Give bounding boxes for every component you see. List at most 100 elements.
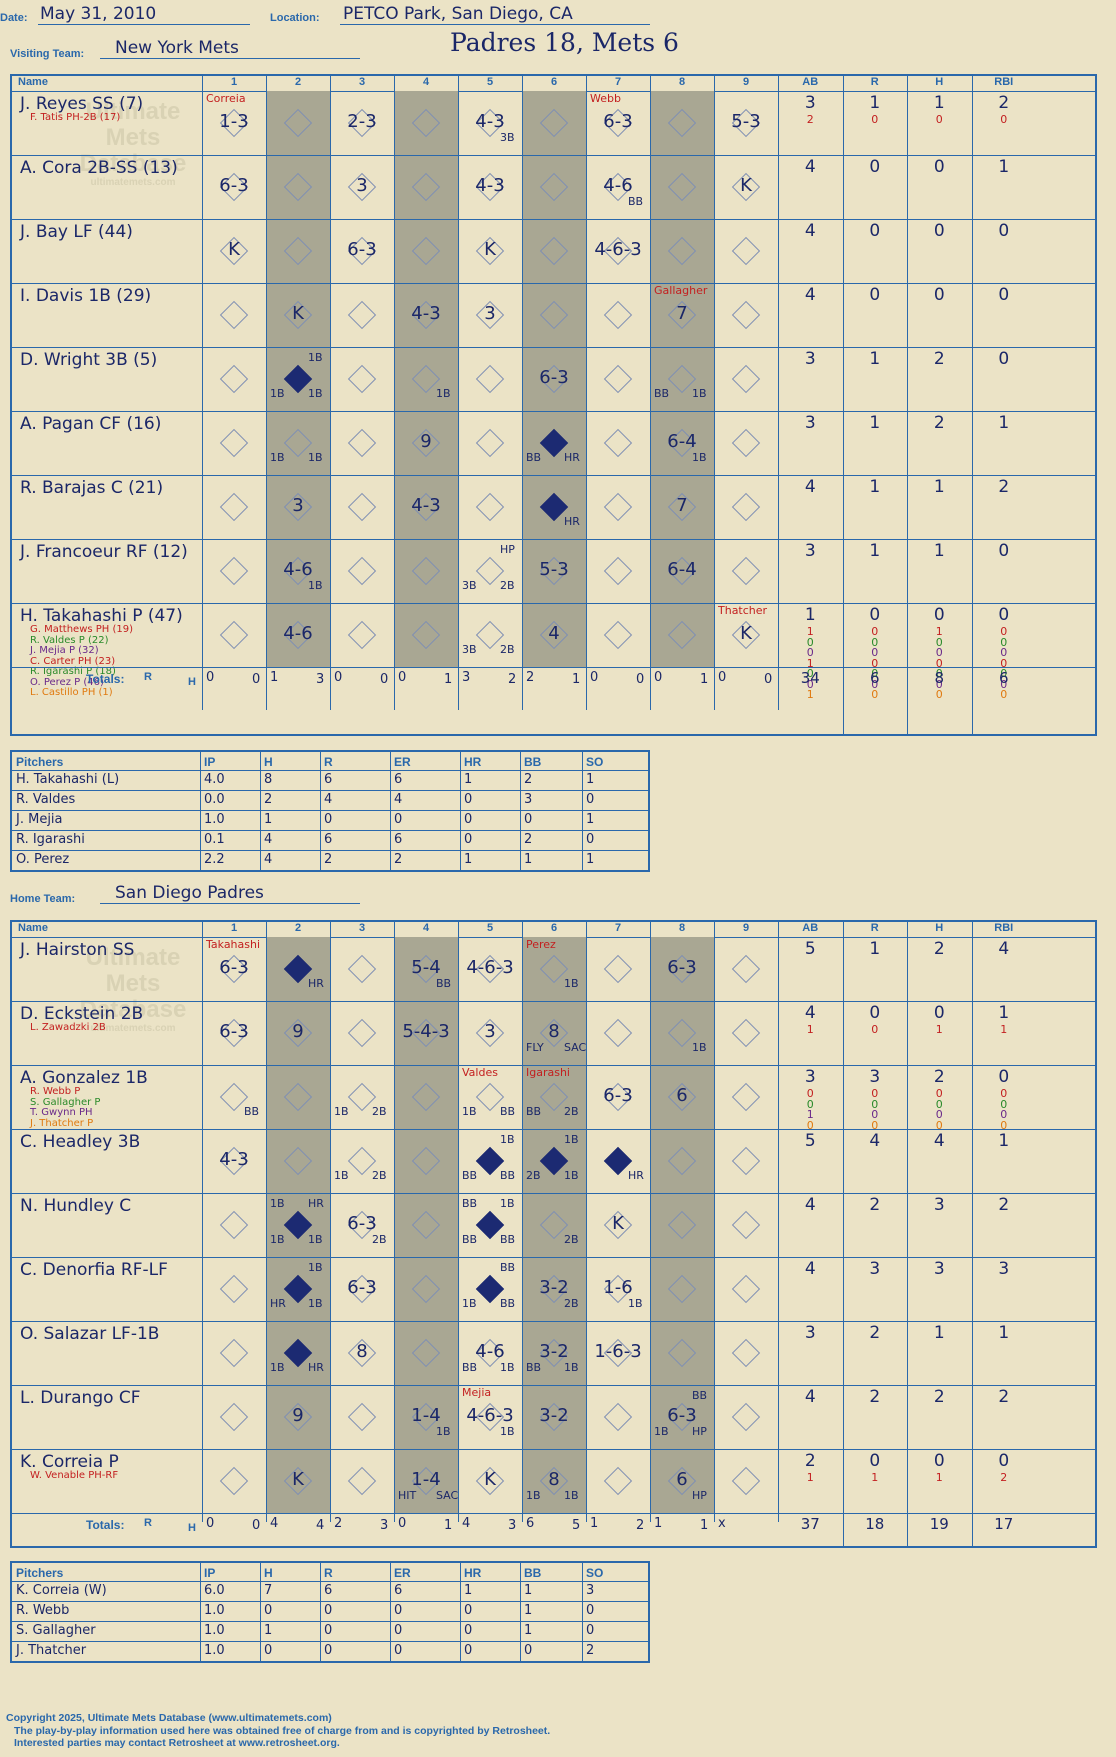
home-base-diamond bbox=[731, 1146, 761, 1176]
home-play-result: 4-6-3 bbox=[462, 1405, 518, 1426]
home-play-note: HR bbox=[308, 1197, 324, 1210]
play-code: K bbox=[484, 1469, 496, 1490]
home-play-note: HR bbox=[308, 977, 324, 990]
home_pitchers-pitcher-row: K. Correia (W) 6.0 7 6 6 1 1 3 bbox=[12, 1581, 648, 1602]
home-sub-stat: 1 bbox=[806, 1471, 814, 1484]
home-batter-stat: 2 bbox=[933, 1067, 945, 1087]
home-play-result: 9 bbox=[270, 1405, 326, 1426]
home_pitchers-cell: R. Webb bbox=[16, 1603, 70, 1618]
home-header-inning: 6 bbox=[550, 922, 558, 934]
home-play-result: 1-4 bbox=[398, 1469, 454, 1490]
home-play-result: K bbox=[462, 1469, 518, 1490]
visitors-batter-name: A. Cora 2B-SS (13) bbox=[20, 158, 178, 178]
visitors-base-diamond bbox=[539, 300, 569, 330]
visitor_pitchers-col-divider bbox=[460, 752, 461, 870]
home-col-divider bbox=[650, 922, 651, 1522]
visitor_pitchers-cell: 2 bbox=[524, 832, 533, 847]
visitors-inning-hits: 0 bbox=[636, 672, 645, 687]
visitors-inning-hits: 0 bbox=[764, 672, 773, 687]
home-inning-runs: 6 bbox=[526, 1516, 535, 1531]
visitors-batter-name: J. Francoeur RF (12) bbox=[20, 542, 188, 562]
home-pitcher-change-note: Igarashi bbox=[526, 1066, 570, 1079]
home-play-note: 2B bbox=[372, 1105, 387, 1118]
home-base-diamond bbox=[219, 1210, 249, 1240]
visitors-total-stat: 6 bbox=[869, 669, 880, 687]
home-batter-stat: 1 bbox=[998, 1131, 1010, 1151]
visitors-sub-stat: 0 bbox=[871, 625, 879, 638]
home-col-divider bbox=[266, 922, 267, 1522]
visitors-play-result: 4-6 bbox=[590, 175, 646, 196]
home-col-divider bbox=[394, 922, 395, 1522]
home-batter-row: O. Salazar LF-1B HR 1B 8 4-6 1B BB 3-2 1B BB 1-6-3… bbox=[12, 1321, 1095, 1386]
home-batter-stat: 2 bbox=[869, 1195, 881, 1215]
visitors-watermark-line1: Ultimate bbox=[85, 98, 181, 125]
visitors-batter-stat: 0 bbox=[933, 605, 945, 625]
visitor_pitchers-cell: 6 bbox=[324, 832, 333, 847]
visitors-play-note: 1B bbox=[308, 351, 323, 364]
visitors-inning-runs: 3 bbox=[462, 670, 471, 685]
visitors-play-result: 6-3 bbox=[590, 111, 646, 132]
home-batter-stat: 4 bbox=[804, 1003, 816, 1023]
play-code: 5-3 bbox=[539, 559, 569, 580]
visitors-batter-row: D. Wright 3B (5) 1B 1B 1B 1B 6-3 1B BB 3 1 2 0 bbox=[12, 347, 1095, 412]
visitors-stat-divider bbox=[842, 76, 844, 734]
visitors-play-result: 6-3 bbox=[206, 175, 262, 196]
visitors-play-result: 6-4 bbox=[654, 431, 710, 452]
visitors-batter-stat: 4 bbox=[804, 221, 816, 241]
visitor_pitchers-cell: 1 bbox=[464, 852, 473, 867]
visitors-sub-stat: 0 bbox=[935, 635, 943, 649]
home-team-label: Home Team: bbox=[10, 893, 76, 905]
home_pitchers-col-divider bbox=[390, 1563, 391, 1661]
home-batter-row: A. Gonzalez 1B R. Webb P S. Gallagher P T. … bbox=[12, 1065, 1095, 1130]
visitors-base-diamond bbox=[219, 620, 249, 650]
visitors-header-inning: 5 bbox=[486, 76, 494, 88]
visitor_pitchers-pitcher-row: O. Perez 2.2 4 2 2 1 1 1 bbox=[12, 850, 648, 871]
home-header-inning: 5 bbox=[486, 922, 494, 934]
home-inning-hits: 1 bbox=[700, 1518, 709, 1533]
visitors-sub-stat: 0 bbox=[806, 667, 814, 680]
visitor_pitchers-cell: R. Valdes bbox=[16, 792, 76, 807]
home-sub-stat: 0 bbox=[1000, 1118, 1008, 1132]
play-code: 9 bbox=[420, 431, 432, 452]
visitors-play-result: 4-6-3 bbox=[590, 239, 646, 260]
visitor_pitchers-cell: 6 bbox=[324, 772, 333, 787]
home-play-note: FLY bbox=[526, 1041, 544, 1054]
home-batter-stat: 2 bbox=[869, 1323, 881, 1343]
home_pitchers-cell: 1 bbox=[524, 1583, 533, 1598]
home-base-diamond bbox=[411, 1146, 441, 1176]
home-sub-stat: 0 bbox=[806, 1097, 814, 1111]
home_pitchers-header-cell: BB bbox=[524, 1566, 542, 1580]
home-batter-stat: 2 bbox=[933, 1387, 945, 1407]
home_pitchers-cell: 0 bbox=[464, 1643, 473, 1658]
home-sub-stat: 0 bbox=[1000, 1108, 1008, 1121]
play-code: 6-3 bbox=[347, 1277, 377, 1298]
home-base-diamond bbox=[411, 1210, 441, 1240]
visitors-sub-stat: 0 bbox=[871, 646, 879, 659]
home-inning-hits: 3 bbox=[380, 1518, 389, 1533]
visitor_pitchers-col-divider bbox=[520, 752, 521, 870]
visitors-play-result: 4-3 bbox=[398, 303, 454, 324]
visitors-base-diamond bbox=[283, 108, 313, 138]
location-label: Location: bbox=[270, 12, 320, 24]
play-code: 9 bbox=[292, 1405, 304, 1426]
home_pitchers-col-divider bbox=[320, 1563, 321, 1661]
visitors-batter-name: J. Bay LF (44) bbox=[20, 222, 133, 242]
visitor_pitchers-cell: H. Takahashi (L) bbox=[16, 772, 120, 787]
home-base-diamond bbox=[219, 1274, 249, 1304]
home-pitchers-table: Pitchers IP H R ER HR BB SO K. Correia (W) 6.0 7 6 6… bbox=[10, 1561, 650, 1663]
visitors-play-result: 6-3 bbox=[334, 239, 390, 260]
home-sub-stat: 0 bbox=[935, 1118, 943, 1132]
visitor_pitchers-cell: 1 bbox=[264, 812, 273, 827]
home-header-inning: 2 bbox=[294, 922, 302, 934]
home-stat-divider bbox=[842, 922, 844, 1546]
play-code: 4-3 bbox=[219, 1149, 249, 1170]
visitors-header-inning: 3 bbox=[358, 76, 366, 88]
visitors-base-diamond bbox=[731, 300, 761, 330]
home-watermark: Ultimate Mets Database ultimatemets.com bbox=[58, 945, 208, 1035]
home-batter-stat: 4 bbox=[804, 1259, 816, 1279]
visitors-stat-divider bbox=[907, 76, 908, 734]
play-code: 5-4 bbox=[411, 957, 441, 978]
home-watermark-line2: Mets bbox=[105, 970, 161, 997]
home-sub-stat: 0 bbox=[806, 1087, 814, 1100]
home-inning-hits: 5 bbox=[572, 1518, 581, 1533]
